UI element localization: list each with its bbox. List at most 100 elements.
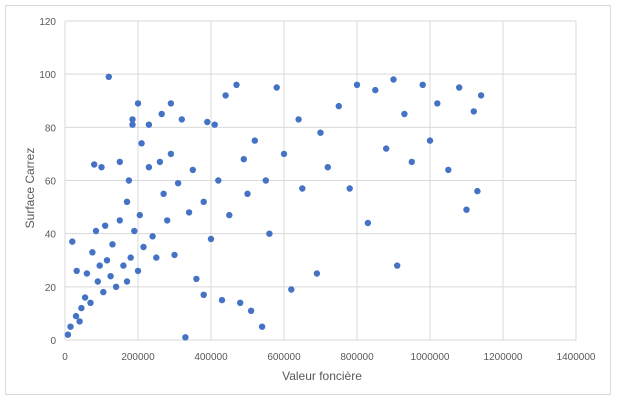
data-point xyxy=(419,81,426,89)
x-tick-label: 0 xyxy=(62,352,68,363)
data-point xyxy=(244,190,251,197)
data-point xyxy=(153,254,160,261)
data-point xyxy=(226,211,233,219)
data-point xyxy=(69,238,76,245)
data-point xyxy=(129,121,136,128)
data-point xyxy=(324,164,331,171)
data-point xyxy=(140,243,147,251)
data-point xyxy=(470,108,477,115)
y-tick-label: 100 xyxy=(39,70,56,81)
x-tick-label: 200000 xyxy=(121,352,155,363)
x-tick-label: 1000000 xyxy=(411,352,450,363)
data-point xyxy=(266,230,273,237)
data-point xyxy=(171,251,178,259)
data-point xyxy=(73,267,80,275)
data-point xyxy=(463,206,470,213)
data-point xyxy=(204,118,211,126)
data-point xyxy=(401,110,408,118)
data-point xyxy=(215,177,222,184)
data-point xyxy=(112,283,120,290)
data-point xyxy=(145,121,153,128)
data-point xyxy=(64,331,72,338)
y-tick-label: 0 xyxy=(50,336,56,347)
data-point xyxy=(98,164,105,171)
data-point xyxy=(262,177,269,184)
x-axis-title: Valeur foncière xyxy=(282,369,362,383)
data-point xyxy=(129,116,136,123)
data-point xyxy=(445,166,452,174)
grid-lines xyxy=(64,20,577,341)
data-point xyxy=(83,270,91,277)
x-tick-label: 600000 xyxy=(267,352,301,363)
data-point xyxy=(383,145,390,152)
data-point xyxy=(258,323,266,330)
data-point xyxy=(105,73,113,81)
data-point xyxy=(92,227,100,235)
x-tick-label: 400000 xyxy=(194,352,228,363)
data-point xyxy=(477,92,485,99)
data-point xyxy=(91,161,98,168)
y-axis-ticks: 0 20 40 60 80 100 120 xyxy=(39,17,56,347)
y-tick-label: 40 xyxy=(45,230,57,241)
data-point xyxy=(76,318,83,325)
y-tick-label: 20 xyxy=(45,283,57,294)
data-point xyxy=(240,156,247,163)
y-tick-label: 120 xyxy=(39,17,56,28)
data-point xyxy=(107,273,114,280)
data-point xyxy=(134,267,142,275)
data-point xyxy=(136,211,143,219)
data-point xyxy=(222,92,229,99)
data-point xyxy=(237,299,244,306)
data-point xyxy=(145,164,153,171)
data-point xyxy=(390,76,397,83)
data-point xyxy=(364,219,372,227)
data-point xyxy=(218,296,226,304)
data-point xyxy=(280,150,288,158)
data-point xyxy=(434,100,441,107)
data-point xyxy=(182,334,189,341)
data-point xyxy=(200,291,207,298)
data-point xyxy=(273,84,280,91)
data-point xyxy=(127,254,134,261)
x-tick-label: 1200000 xyxy=(484,352,523,363)
data-point xyxy=(156,158,164,166)
data-point xyxy=(372,86,379,94)
data-point xyxy=(164,217,171,224)
y-tick-label: 80 xyxy=(45,123,57,134)
data-point xyxy=(103,257,111,264)
data-point xyxy=(149,233,156,240)
data-point xyxy=(353,81,361,89)
data-point xyxy=(185,209,193,216)
data-point xyxy=(299,185,306,192)
data-point xyxy=(335,102,342,110)
data-point xyxy=(131,227,138,235)
data-point xyxy=(89,249,96,256)
data-point xyxy=(72,312,80,320)
scatter-chart: 0 200000 400000 600000 800000 1000000 1200000 1… xyxy=(23,17,596,383)
data-point xyxy=(123,278,131,285)
data-point xyxy=(288,286,295,293)
data-point xyxy=(120,262,127,269)
data-point xyxy=(394,262,401,269)
data-point xyxy=(211,121,218,128)
y-tick-label: 60 xyxy=(45,177,57,188)
data-point xyxy=(81,294,89,301)
data-point xyxy=(313,270,321,277)
data-point xyxy=(295,116,302,123)
data-point xyxy=(102,222,109,229)
data-point xyxy=(408,158,415,166)
data-point xyxy=(167,150,175,158)
x-tick-label: 800000 xyxy=(340,352,374,363)
chart-frame: 0 200000 400000 600000 800000 1000000 1200000 1… xyxy=(5,5,611,395)
data-point xyxy=(138,140,145,147)
data-point xyxy=(134,100,142,107)
x-axis-ticks: 0 200000 400000 600000 800000 1000000 1200000 1… xyxy=(62,352,596,363)
data-point xyxy=(174,180,182,187)
y-axis-title: Surface Carrez xyxy=(23,148,37,229)
data-point xyxy=(251,137,258,144)
data-point xyxy=(317,129,324,136)
data-point xyxy=(474,187,481,195)
data-point xyxy=(189,166,196,174)
data-point xyxy=(100,288,107,296)
data-point xyxy=(178,116,185,123)
